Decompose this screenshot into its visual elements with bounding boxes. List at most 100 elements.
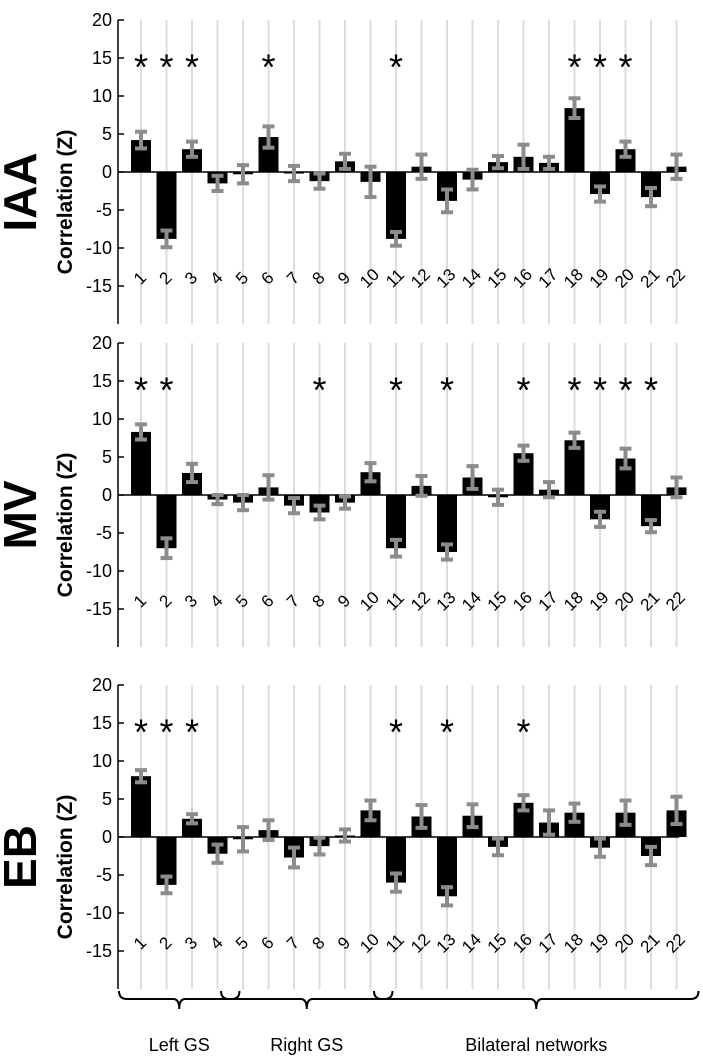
bar-13: [437, 172, 457, 201]
y-tick-label: -5: [96, 200, 112, 220]
y-tick-label: -10: [86, 903, 112, 923]
bar-11: [386, 837, 406, 883]
significance-star: *: [389, 47, 403, 88]
y-axis-label: Correlation (Z): [54, 795, 77, 940]
y-tick-label: 15: [92, 48, 112, 68]
bar-1: [131, 776, 151, 837]
category-label: 12: [407, 588, 434, 615]
significance-star: *: [134, 47, 148, 88]
y-tick-label: 5: [102, 447, 112, 467]
bar-19: [590, 172, 610, 195]
significance-star: *: [389, 712, 403, 753]
significance-star: *: [593, 47, 607, 88]
significance-star: *: [185, 47, 199, 88]
bar-21: [641, 172, 661, 198]
category-label: 16: [509, 930, 536, 957]
category-label: 16: [509, 265, 536, 292]
significance-star: *: [185, 712, 199, 753]
category-label: 15: [484, 265, 511, 292]
y-tick-label: 15: [92, 713, 112, 733]
category-label: 18: [560, 588, 587, 615]
y-tick-label: -15: [86, 941, 112, 961]
significance-star: *: [618, 370, 632, 411]
bar-2: [156, 172, 177, 239]
category-label: 15: [484, 930, 511, 957]
category-label: 14: [458, 265, 485, 292]
category-label: 19: [586, 588, 613, 615]
group-label: Left GS: [149, 1035, 210, 1055]
bar-10: [360, 810, 381, 837]
significance-star: *: [159, 47, 173, 88]
y-tick-label: 0: [102, 485, 112, 505]
y-tick-label: -10: [86, 561, 112, 581]
y-tick-label: -10: [86, 238, 112, 258]
category-label: 10: [356, 930, 383, 957]
category-label: 13: [433, 930, 460, 957]
y-tick-label: -15: [86, 599, 112, 619]
category-label: 20: [611, 930, 638, 957]
category-label: 21: [637, 265, 664, 292]
significance-star: *: [389, 370, 403, 411]
bar-13: [437, 495, 457, 552]
category-label: 21: [637, 930, 664, 957]
category-label: 10: [356, 588, 383, 615]
y-tick-label: 5: [102, 789, 112, 809]
category-label: 16: [509, 588, 536, 615]
category-label: 11: [382, 930, 408, 956]
y-tick-label: -5: [96, 865, 112, 885]
group-bracket: [220, 990, 394, 1010]
category-label: 14: [458, 588, 485, 615]
category-label: 22: [662, 588, 689, 615]
bar-11: [386, 495, 406, 549]
category-label: 12: [407, 265, 434, 292]
category-label: 17: [535, 588, 562, 615]
y-axis-label: Correlation (Z): [54, 130, 77, 275]
category-label: 22: [662, 265, 689, 292]
group-label: Right GS: [270, 1035, 343, 1055]
significance-star: *: [593, 370, 607, 411]
category-label: 14: [458, 930, 485, 957]
significance-star: *: [440, 712, 454, 753]
category-label: 18: [560, 265, 587, 292]
bar-16: [513, 453, 534, 495]
category-label: 18: [560, 930, 587, 957]
y-tick-label: 10: [92, 409, 112, 429]
bar-18: [564, 812, 585, 837]
bar-11: [386, 172, 406, 239]
significance-star: *: [516, 370, 530, 411]
y-tick-label: 15: [92, 371, 112, 391]
significance-star: *: [312, 370, 326, 411]
y-axis-label: Correlation (Z): [54, 453, 77, 598]
category-label: 17: [535, 930, 562, 957]
category-label: 13: [433, 588, 460, 615]
significance-star: *: [644, 370, 658, 411]
category-label: 15: [484, 588, 511, 615]
category-label: 11: [382, 588, 408, 614]
category-label: 19: [586, 930, 613, 957]
category-label: 12: [407, 930, 434, 957]
y-tick-label: 5: [102, 124, 112, 144]
bar-13: [437, 837, 457, 897]
y-tick-label: -15: [86, 276, 112, 296]
group-label: Bilateral networks: [465, 1035, 607, 1055]
bar-2: [156, 837, 177, 885]
category-label: 22: [662, 930, 689, 957]
category-label: 13: [433, 265, 460, 292]
group-bracket: [373, 990, 700, 1010]
y-tick-label: 10: [92, 86, 112, 106]
panel-label: EB: [0, 825, 46, 889]
significance-star: *: [134, 370, 148, 411]
y-tick-label: 10: [92, 751, 112, 771]
y-tick-label: 0: [102, 162, 112, 182]
y-tick-label: 20: [92, 10, 112, 30]
y-tick-label: 20: [92, 675, 112, 695]
significance-star: *: [159, 712, 173, 753]
category-label: 17: [535, 265, 562, 292]
category-label: 20: [611, 588, 638, 615]
significance-star: *: [516, 712, 530, 753]
bar-2: [156, 495, 177, 549]
category-label: 19: [586, 265, 613, 292]
